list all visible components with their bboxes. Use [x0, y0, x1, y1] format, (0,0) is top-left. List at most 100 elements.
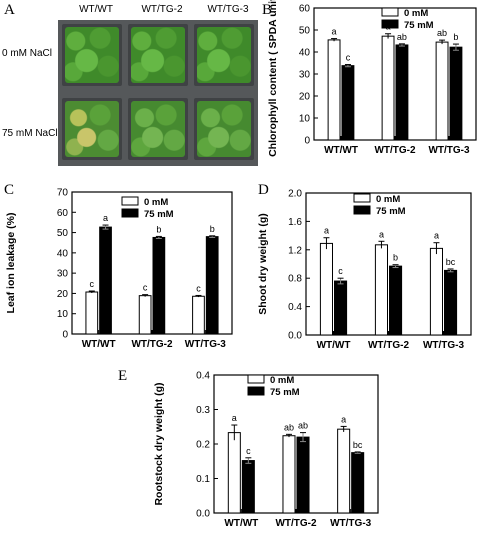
- bar: [138, 295, 152, 335]
- significance-letter: ab: [298, 421, 308, 431]
- bar: [319, 242, 334, 336]
- y-tick-label: 0.3: [196, 405, 210, 416]
- significance-letter: b: [453, 32, 458, 42]
- y-tick-label: 2.0: [288, 189, 302, 200]
- panel-label-e: E: [118, 368, 128, 384]
- significance-letter: b: [393, 253, 398, 263]
- x-tick-label: WT/TG-2: [368, 340, 410, 351]
- plant-photograph: [58, 20, 258, 166]
- x-tick-label: WT/TG-3: [423, 340, 465, 351]
- legend-swatch: [353, 205, 371, 215]
- legend-label: 75 mM: [376, 206, 406, 217]
- legend-label: 75 mM: [270, 387, 300, 398]
- bar: [435, 41, 449, 141]
- legend-label: 0 mM: [376, 194, 400, 205]
- y-axis-label: Chlorophyll content ( SPDA unit ): [267, 0, 279, 157]
- x-tick-label: WT/WT: [82, 339, 116, 350]
- x-tick-label: WT/TG-2: [374, 145, 416, 156]
- significance-letter: c: [90, 279, 95, 289]
- y-axis-label: Shoot dry weight (g): [257, 213, 269, 315]
- significance-letter: bc: [353, 440, 363, 450]
- chart-e: 0.0 0.1 0.2 0.3 0.4 Rootstock dry weight (g) W…: [153, 371, 379, 529]
- y-tick-label: 40: [57, 248, 69, 259]
- bar: [327, 39, 341, 141]
- significance-letter: c: [246, 446, 251, 456]
- significance-letter: ab: [284, 422, 294, 432]
- bar: [99, 226, 112, 335]
- legend-swatch: [121, 196, 139, 206]
- y-tick-label: 0.8: [288, 274, 302, 285]
- y-tick-label: 70: [57, 188, 69, 199]
- x-tick-label: WT/WT: [324, 145, 358, 156]
- y-tick-label: 0.2: [196, 440, 210, 451]
- significance-letter: a: [232, 413, 237, 423]
- y-tick-label: 60: [57, 208, 69, 219]
- x-tick-label: WT/TG-3: [330, 518, 372, 529]
- bar: [296, 436, 310, 514]
- significance-letter: b: [210, 224, 215, 234]
- y-tick-label: 0.4: [288, 302, 302, 313]
- bar: [444, 269, 458, 336]
- photo-column-label: WT/TG-3: [207, 4, 249, 15]
- y-tick-label: 40: [299, 48, 311, 59]
- significance-letter: a: [324, 226, 329, 236]
- photo-column-label: WT/TG-2: [141, 4, 183, 15]
- x-tick-label: WT/TG-2: [275, 518, 317, 529]
- legend-label: 75 mM: [144, 209, 174, 220]
- y-tick-label: 0.0: [288, 331, 302, 342]
- y-tick-label: 0.0: [196, 509, 210, 520]
- y-tick-label: 50: [299, 26, 311, 37]
- legend-swatch: [247, 374, 265, 384]
- y-tick-label: 10: [57, 309, 69, 320]
- y-tick-label: 20: [57, 289, 69, 300]
- significance-letter: c: [338, 266, 343, 276]
- y-tick-label: 30: [57, 269, 69, 280]
- significance-letter: ab: [397, 32, 407, 42]
- y-axis-label: Rootstock dry weight (g): [153, 382, 165, 505]
- y-tick-label: 10: [299, 114, 311, 125]
- panel-label-a: A: [4, 2, 15, 18]
- significance-letter: a: [332, 27, 337, 37]
- x-tick-label: WT/WT: [317, 340, 351, 351]
- legend-label: 0 mM: [404, 8, 428, 19]
- photo-row-label: 75 mM NaCl: [2, 128, 58, 139]
- panel-label-b: B: [262, 2, 273, 18]
- bar: [449, 46, 463, 141]
- significance-letter: ab: [437, 28, 447, 38]
- y-tick-label: 60: [299, 4, 311, 15]
- bar: [337, 428, 351, 514]
- x-tick-label: WT/WT: [224, 518, 258, 529]
- bar: [152, 236, 166, 335]
- y-tick-label: 1.2: [288, 245, 302, 256]
- x-tick-label: WT/TG-2: [131, 339, 173, 350]
- significance-letter: a: [379, 229, 384, 239]
- chart-c: 0 10 20 30 40 50 60 70 Leaf ion leakage (%) WT/WT…: [5, 188, 233, 350]
- y-tick-label: 1.6: [288, 217, 302, 228]
- chart-b: 0 10 20 30 40 50 60 Chlorophyll content ( SPDA …: [267, 0, 477, 157]
- significance-letter: c: [346, 53, 351, 63]
- y-tick-label: 50: [57, 228, 69, 239]
- significance-letter: a: [341, 414, 346, 424]
- significance-letter: bc: [446, 257, 456, 267]
- panel-label-c: C: [4, 182, 15, 198]
- panel-label-d: D: [258, 182, 269, 198]
- bar: [205, 236, 219, 335]
- y-tick-label: 0: [304, 136, 310, 147]
- y-tick-label: 0: [62, 330, 68, 341]
- bar: [351, 452, 365, 514]
- bar: [85, 291, 99, 335]
- bar: [334, 280, 348, 336]
- bar: [227, 432, 241, 514]
- bar: [381, 35, 395, 141]
- significance-letter: c: [143, 283, 148, 293]
- bar: [282, 435, 296, 514]
- significance-letter: a: [434, 231, 439, 241]
- bar: [241, 460, 255, 514]
- photo-row-label: 0 mM NaCl: [2, 48, 53, 59]
- y-tick-label: 0.1: [196, 474, 210, 485]
- legend-swatch: [381, 7, 399, 17]
- y-tick-label: 20: [299, 92, 311, 103]
- legend-label: 75 mM: [404, 20, 434, 31]
- bar: [374, 244, 389, 336]
- legend-swatch: [353, 193, 371, 203]
